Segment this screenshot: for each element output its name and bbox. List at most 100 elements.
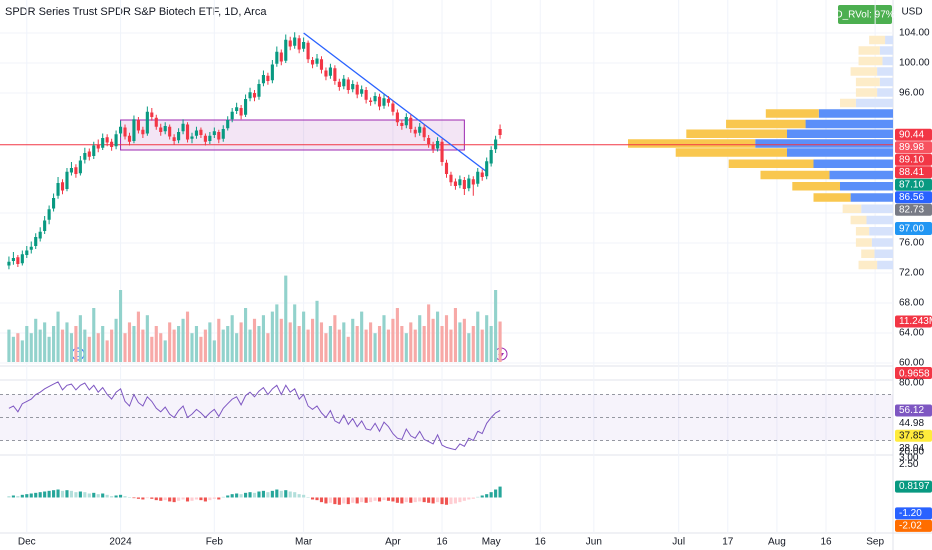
macd-histogram-bar [489,492,493,498]
macd-histogram-bar [230,494,234,498]
macd-histogram-bar [212,497,216,499]
candle-body [127,135,132,142]
volume-bar [181,318,185,362]
candle-body [69,168,74,173]
macd-histogram-bar [20,494,24,498]
macd-histogram-bar [136,497,140,499]
volume-bar [333,315,337,362]
volume-bar [257,326,261,362]
volume-bar [391,318,395,362]
volume-bar [270,311,274,362]
candle-body [52,198,56,209]
candle-body [293,37,297,46]
macd-histogram-bar [168,497,172,502]
volume-bar [123,333,127,362]
volume-bar [413,329,417,362]
candle-body [257,84,261,97]
zone [120,119,465,151]
profile-up [879,46,893,55]
candle-body [221,129,225,139]
candle-body [60,182,65,191]
profile-up [829,170,893,180]
volume-bar [101,326,105,362]
x-tick-label: 16 [820,537,832,548]
chart-title: SPDR Series Trust SPDR S&P Biotech ETF, … [5,6,267,18]
candle-body [199,129,203,135]
profile-down [869,35,886,45]
candle-body [34,237,38,246]
candle-body [20,254,24,264]
volume-bar [310,318,315,362]
candle-body [217,132,221,140]
candle-body [105,137,109,143]
profile-up [882,56,893,66]
profile-down [850,67,878,76]
candle-body [7,261,11,266]
price-tag: 87.10 [899,179,924,190]
candle-body [480,172,484,177]
volume-bar [440,326,444,362]
candle-body [467,178,471,189]
volume-bar [110,329,114,362]
macd-histogram-bar [471,497,475,499]
macd-histogram-bar [203,497,207,502]
candle-body [386,99,391,103]
volume-bar [346,336,350,362]
macd-histogram-bar [391,497,395,502]
volume-bar [65,322,69,362]
volume-bar [52,326,56,362]
macd-histogram-bar [494,489,498,498]
volume-bar [154,326,158,362]
volume-bar [7,329,11,362]
price-tag: 44.98 [899,418,924,429]
trendline [303,32,488,173]
candle-body [168,126,172,137]
volume-bar [239,322,243,362]
volume-bar [150,336,154,362]
macd-histogram-bar [346,497,350,505]
volume-bar [136,311,140,362]
macd-histogram-bar [355,497,359,504]
volume-bar [306,329,310,362]
volume-bar [360,311,364,362]
profile-down [813,193,851,202]
candle-body [284,39,288,61]
volume-bar [34,318,38,362]
candle-body [11,258,15,261]
profile-up [877,260,893,270]
x-tick-label: Jun [586,537,602,548]
macd-histogram-bar [114,495,118,498]
macd-histogram-bar [74,492,78,498]
volume-bar [485,315,489,362]
macd-histogram-bar [11,495,15,498]
macd-histogram-bar [315,497,319,501]
macd-histogram-bar [310,497,315,500]
volume-bar [351,318,355,362]
volume-bar [141,329,145,362]
y-tick-label: 100.00 [899,58,930,69]
candle-body [395,112,399,123]
profile-up [874,249,893,258]
candle-body [409,117,413,129]
candle-body [38,231,42,239]
macd-histogram-bar [185,497,190,502]
x-tick-label: 16 [436,537,448,548]
macd-histogram-bar [159,497,163,501]
macd-histogram-bar [244,492,248,498]
macd-histogram-bar [132,497,136,499]
candle-body [172,137,176,141]
volume-bar [409,322,413,362]
macd-histogram-bar [462,497,466,501]
macd-histogram-bar [235,493,239,498]
price-tag-box [895,141,932,154]
macd-histogram-bar [404,497,408,503]
volume-bar [74,326,78,362]
profile-up [885,35,893,45]
candle-body [74,167,78,174]
profile-down [765,109,819,118]
macd-histogram-bar [34,492,38,498]
macd-histogram-bar [127,497,132,498]
macd-histogram-bar [43,491,47,498]
profile-down [728,159,814,168]
volume-bar [431,318,435,362]
